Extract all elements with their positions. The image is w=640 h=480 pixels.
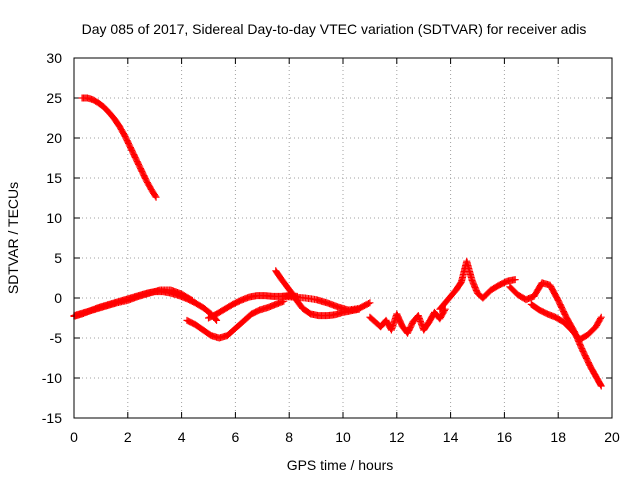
x-tick-label: 12 [389, 429, 405, 445]
point-markers [280, 292, 374, 314]
y-tick-label: -5 [50, 330, 63, 346]
x-axis-label: GPS time / hours [287, 457, 394, 473]
y-tick-label: 20 [46, 130, 62, 146]
point-markers [78, 94, 160, 201]
x-tick-label: 0 [70, 429, 78, 445]
x-tick-label: 18 [550, 429, 566, 445]
series-cluster-7 [366, 305, 449, 337]
x-tick-label: 14 [443, 429, 459, 445]
x-tick-label: 16 [497, 429, 513, 445]
point-markers [527, 300, 605, 344]
x-tick-label: 10 [335, 429, 351, 445]
series-arc-6 [280, 292, 374, 314]
y-tick-label: 30 [46, 50, 62, 66]
y-tick-label: 10 [46, 210, 62, 226]
point-markers [183, 297, 288, 342]
series-arc-2 [70, 286, 196, 320]
x-tick-label: 20 [604, 429, 620, 445]
plot-frame [73, 57, 613, 419]
series-arc-3 [183, 297, 288, 342]
x-tick-label: 6 [232, 429, 240, 445]
y-tick-label: 5 [54, 250, 62, 266]
y-tick-label: 0 [54, 290, 62, 306]
chart-title: Day 085 of 2017, Sidereal Day-to-day VTE… [82, 21, 587, 37]
point-markers [70, 286, 196, 320]
y-tick-label: -15 [42, 410, 62, 426]
series-arc-high [78, 94, 160, 201]
y-tick-label: -10 [42, 370, 62, 386]
grid [74, 58, 612, 418]
series-arc-8 [436, 257, 519, 313]
x-tick-label: 4 [178, 429, 186, 445]
point-markers [366, 305, 449, 337]
series-arc-10 [527, 300, 605, 344]
data-points [70, 94, 605, 390]
y-tick-label: 15 [46, 170, 62, 186]
x-tick-label: 8 [285, 429, 293, 445]
point-markers [436, 257, 519, 313]
y-axis-label: SDTVAR / TECUs [5, 182, 21, 294]
y-tick-label: 25 [46, 90, 62, 106]
x-axis: 0 2 4 6 8 10 12 14 16 18 20 [70, 58, 620, 445]
x-tick-label: 2 [124, 429, 132, 445]
y-axis: -15 -10 -5 0 5 10 15 20 25 30 [42, 50, 612, 426]
